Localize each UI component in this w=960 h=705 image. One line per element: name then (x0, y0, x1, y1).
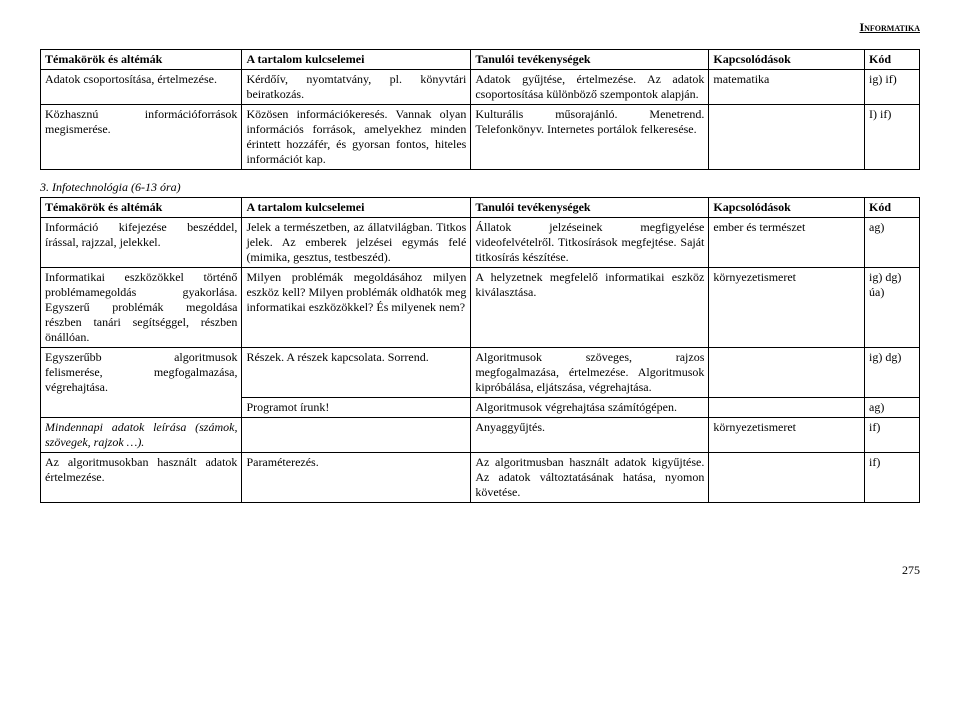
cell-link (709, 105, 865, 170)
document-header: Informatika (40, 20, 920, 35)
cell-content: Részek. A részek kapcsolata. Sorrend. (242, 348, 471, 398)
cell-content: Paraméterezés. (242, 453, 471, 503)
text: végrehajtása. (45, 380, 237, 395)
cell-activity: Adatok gyűjtése, értelmezése. Az adatok … (471, 70, 709, 105)
cell-activity: A helyzetnek megfelelő informatikai eszk… (471, 268, 709, 348)
text: információforrások (145, 107, 238, 121)
cell-activity: Algoritmusok szöveges, rajzos megfogalma… (471, 348, 709, 398)
cell-content: Közösen információkeresés. Vannak olyan … (242, 105, 471, 170)
cell-topic: Egyszerűbb algoritmusok felismerése, meg… (41, 348, 242, 418)
table-header-row: Témakörök és altémák A tartalom kulcsele… (41, 198, 920, 218)
table-row: Közhasznú információforrások megismerése… (41, 105, 920, 170)
cell-topic: Közhasznú információforrások megismerése… (41, 105, 242, 170)
table-header-row: Témakörök és altémák A tartalom kulcsele… (41, 50, 920, 70)
cell-topic: Információ kifejezése beszéddel, írással… (41, 218, 242, 268)
col-header: A tartalom kulcselemei (242, 198, 471, 218)
col-header: Tanulói tevékenységek (471, 50, 709, 70)
cell-content (242, 418, 471, 453)
cell-code: ag) (865, 218, 920, 268)
col-header: Kapcsolódások (709, 50, 865, 70)
cell-activity: Állatok jelzéseinek megfigyelése videofe… (471, 218, 709, 268)
col-header: Tanulói tevékenységek (471, 198, 709, 218)
text: megfogalmazása, (154, 365, 238, 379)
cell-code: ig) if) (865, 70, 920, 105)
cell-code: ag) (865, 398, 920, 418)
col-header: Kód (865, 198, 920, 218)
col-header: Témakörök és altémák (41, 50, 242, 70)
curriculum-table-2: Témakörök és altémák A tartalom kulcsele… (40, 197, 920, 503)
table-row: Egyszerűbb algoritmusok felismerése, meg… (41, 348, 920, 398)
cell-content: Kérdőív, nyomtatvány, pl. könyvtári beir… (242, 70, 471, 105)
cell-link: környezetismeret (709, 268, 865, 348)
cell-activity: Algoritmusok végrehajtása számítógépen. (471, 398, 709, 418)
cell-content: Jelek a természetben, az állatvilágban. … (242, 218, 471, 268)
cell-topic: Mindennapi adatok leírása (számok, szöve… (41, 418, 242, 453)
cell-link: ember és természet (709, 218, 865, 268)
curriculum-table-1: Témakörök és altémák A tartalom kulcsele… (40, 49, 920, 170)
cell-link: környezetismeret (709, 418, 865, 453)
cell-topic: Adatok csoportosítása, értelmezése. (41, 70, 242, 105)
cell-topic: Az algoritmusokban használt adatok értel… (41, 453, 242, 503)
cell-topic: Informatikai eszközökkel történő problém… (41, 268, 242, 348)
cell-link (709, 453, 865, 503)
cell-link (709, 348, 865, 398)
cell-code: if) (865, 418, 920, 453)
cell-code: ig) dg) úa) (865, 268, 920, 348)
text: Egyszerűbb (45, 350, 102, 364)
cell-activity: Az algoritmusban használt adatok kigyűjt… (471, 453, 709, 503)
table-row: Adatok csoportosítása, értelmezése. Kérd… (41, 70, 920, 105)
cell-activity: Anyaggyűjtés. (471, 418, 709, 453)
col-header: Kapcsolódások (709, 198, 865, 218)
cell-content: Programot írunk! (242, 398, 471, 418)
table-row: Mindennapi adatok leírása (számok, szöve… (41, 418, 920, 453)
text: Közhasznú (45, 107, 98, 121)
cell-code: I) if) (865, 105, 920, 170)
cell-link (709, 398, 865, 418)
col-header: Kód (865, 50, 920, 70)
col-header: A tartalom kulcselemei (242, 50, 471, 70)
cell-code: ig) dg) (865, 348, 920, 398)
cell-activity: Kulturális műsorajánló. Menetrend. Telef… (471, 105, 709, 170)
text: algoritmusok (174, 350, 237, 364)
section-title: 3. Infotechnológia (6-13 óra) (40, 180, 920, 195)
col-header: Témakörök és altémák (41, 198, 242, 218)
cell-content: Milyen problémák megoldásához milyen esz… (242, 268, 471, 348)
cell-code: if) (865, 453, 920, 503)
table-row: Informatikai eszközökkel történő problém… (41, 268, 920, 348)
text: felismerése, (45, 365, 103, 379)
table-row: Információ kifejezése beszéddel, írással… (41, 218, 920, 268)
cell-link: matematika (709, 70, 865, 105)
table-row: Az algoritmusokban használt adatok értel… (41, 453, 920, 503)
page-number: 275 (40, 563, 920, 578)
text: megismerése. (45, 122, 237, 137)
